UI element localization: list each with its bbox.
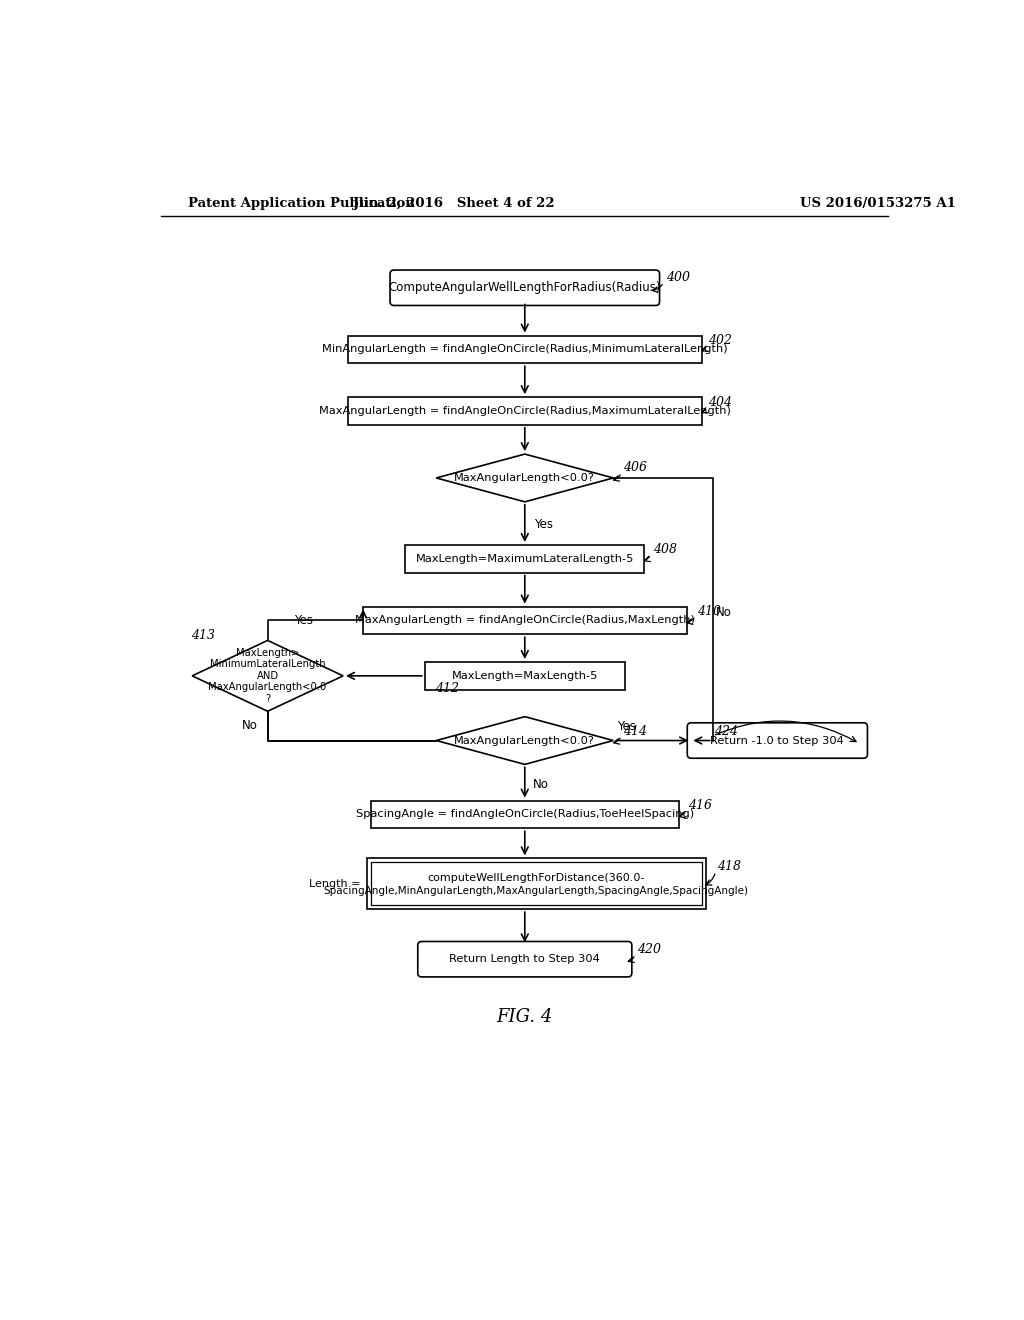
Text: 408: 408 xyxy=(652,543,677,556)
Text: MaxAngularLength = findAngleOnCircle(Radius,MaximumLateralLength): MaxAngularLength = findAngleOnCircle(Rad… xyxy=(318,407,731,416)
Text: 400: 400 xyxy=(666,271,690,284)
Bar xyxy=(425,663,625,689)
Bar xyxy=(348,397,701,425)
Text: 406: 406 xyxy=(624,462,647,474)
Text: 424: 424 xyxy=(714,725,738,738)
Text: 418: 418 xyxy=(717,861,741,874)
Text: Patent Application Publication: Patent Application Publication xyxy=(188,197,415,210)
Text: 420: 420 xyxy=(637,944,662,957)
Bar xyxy=(406,545,644,573)
Polygon shape xyxy=(436,454,613,502)
Text: 404: 404 xyxy=(708,396,732,409)
Text: ComputeAngularWellLengthForRadius(Radius): ComputeAngularWellLengthForRadius(Radius… xyxy=(388,281,662,294)
Text: Jun. 2, 2016   Sheet 4 of 22: Jun. 2, 2016 Sheet 4 of 22 xyxy=(353,197,555,210)
Text: Yes: Yes xyxy=(294,614,313,627)
Polygon shape xyxy=(193,640,343,711)
Text: MaxAngularLength = findAngleOnCircle(Radius,MaxLength): MaxAngularLength = findAngleOnCircle(Rad… xyxy=(355,615,694,626)
Text: MaxLength>
MinimumLateralLength
AND
MaxAngularLength<0.0
?: MaxLength> MinimumLateralLength AND MaxA… xyxy=(209,648,327,704)
Text: No: No xyxy=(532,777,549,791)
Bar xyxy=(348,335,701,363)
Polygon shape xyxy=(436,717,613,764)
Bar xyxy=(367,858,706,909)
Text: 402: 402 xyxy=(708,334,732,347)
Text: FIG. 4: FIG. 4 xyxy=(497,1008,553,1026)
Text: MaxLength=MaximumLateralLength-5: MaxLength=MaximumLateralLength-5 xyxy=(416,554,634,564)
Text: SpacingAngle = findAngleOnCircle(Radius,ToeHeelSpacing): SpacingAngle = findAngleOnCircle(Radius,… xyxy=(355,809,694,820)
FancyBboxPatch shape xyxy=(390,271,659,305)
Text: SpacingAngle,MinAngularLength,MaxAngularLength,SpacingAngle,SpacingAngle): SpacingAngle,MinAngularLength,MaxAngular… xyxy=(324,887,749,896)
Text: computeWellLengthForDistance(360.0-: computeWellLengthForDistance(360.0- xyxy=(428,873,645,883)
Text: Yes: Yes xyxy=(617,719,636,733)
Text: 410: 410 xyxy=(697,605,721,618)
Text: 414: 414 xyxy=(624,725,647,738)
Bar xyxy=(371,862,701,906)
Text: MaxAngularLength<0.0?: MaxAngularLength<0.0? xyxy=(455,473,595,483)
Text: Length =: Length = xyxy=(309,879,360,888)
Text: Return -1.0 to Step 304: Return -1.0 to Step 304 xyxy=(711,735,844,746)
Text: US 2016/0153275 A1: US 2016/0153275 A1 xyxy=(801,197,956,210)
Text: MaxLength=MaxLength-5: MaxLength=MaxLength-5 xyxy=(452,671,598,681)
FancyBboxPatch shape xyxy=(418,941,632,977)
Text: Yes: Yes xyxy=(535,519,553,532)
Text: Return Length to Step 304: Return Length to Step 304 xyxy=(450,954,600,964)
Bar xyxy=(371,800,679,829)
Text: MinAngularLength = findAngleOnCircle(Radius,MinimumLateralLength): MinAngularLength = findAngleOnCircle(Rad… xyxy=(322,345,728,354)
Text: No: No xyxy=(716,606,731,619)
Bar xyxy=(364,607,686,635)
Text: 413: 413 xyxy=(190,630,215,643)
FancyBboxPatch shape xyxy=(687,723,867,758)
Text: 412: 412 xyxy=(435,681,459,694)
Text: 416: 416 xyxy=(688,799,712,812)
Text: MaxAngularLength<0.0?: MaxAngularLength<0.0? xyxy=(455,735,595,746)
Text: No: No xyxy=(242,719,258,733)
